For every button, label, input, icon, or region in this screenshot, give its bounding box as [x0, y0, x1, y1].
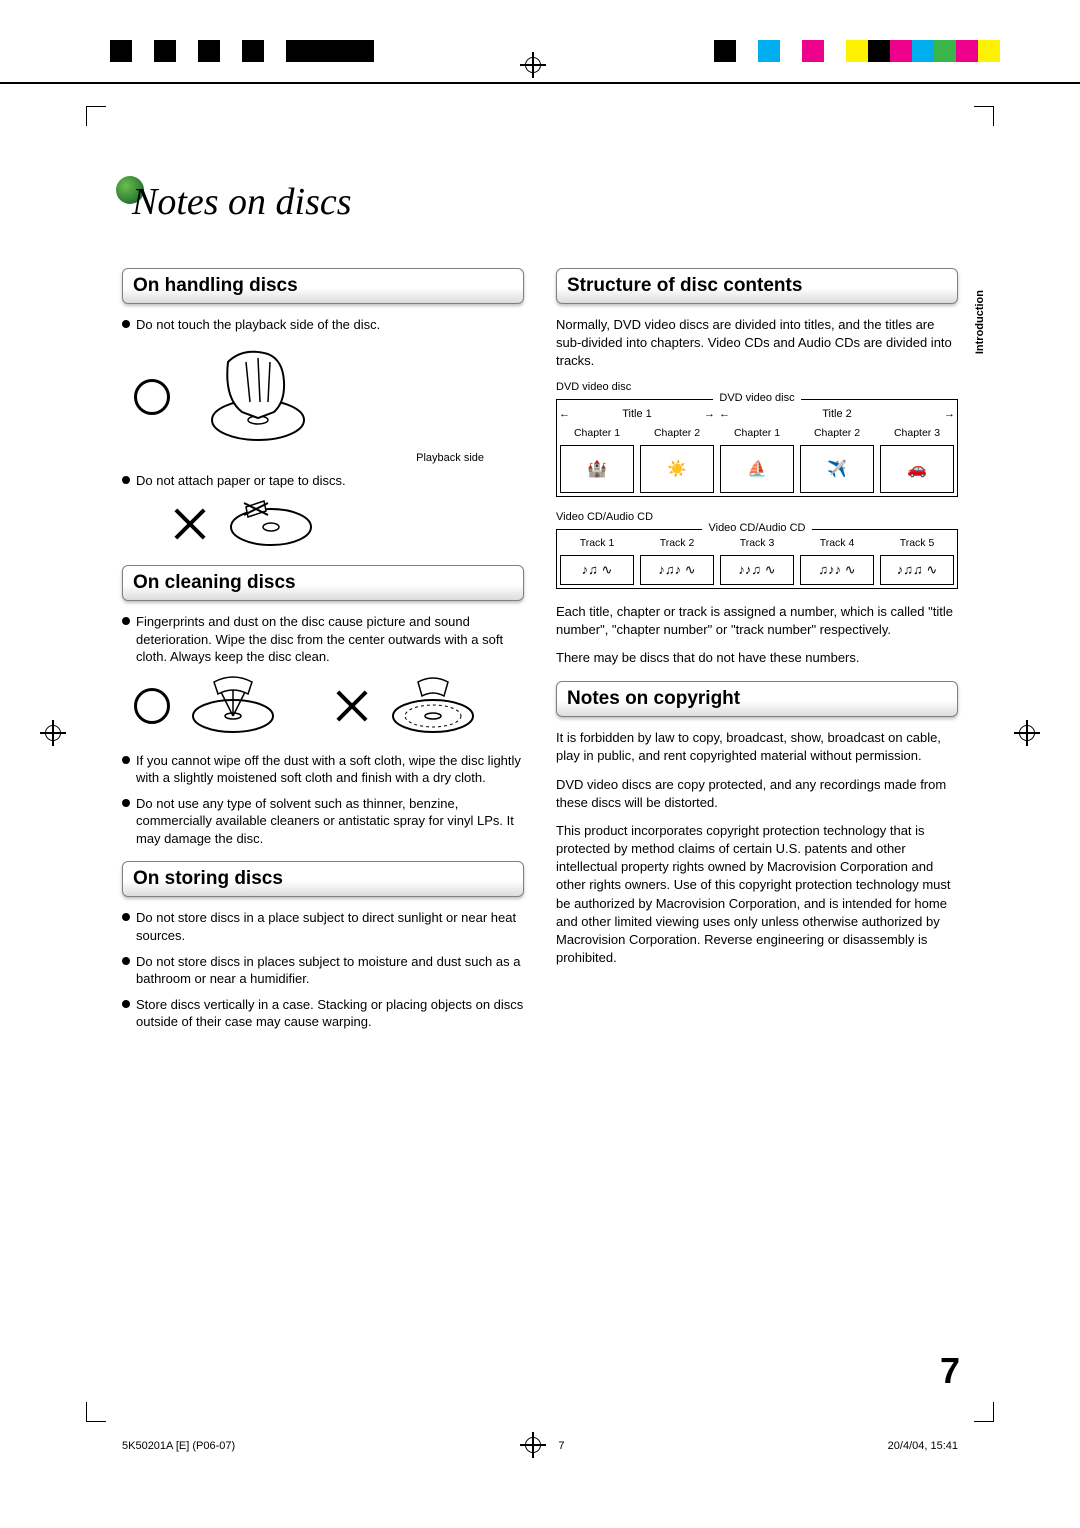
para: There may be discs that do not have thes… [556, 649, 958, 667]
crop-mark [86, 1402, 106, 1422]
para: This product incorporates copyright prot… [556, 822, 958, 968]
wipe-out-illustration [188, 674, 278, 738]
section-structure-title: Structure of disc contents [556, 268, 958, 304]
page-number: 7 [940, 1350, 960, 1392]
x-icon [334, 688, 370, 724]
para: Normally, DVD video discs are divided in… [556, 316, 958, 371]
illus-handling-ok [134, 342, 524, 452]
bullet: Do not touch the playback side of the di… [136, 316, 524, 334]
registration-mark-top [520, 52, 546, 78]
section-handling-title: On handling discs [122, 268, 524, 304]
illus-handling-no [172, 497, 524, 551]
bullet: If you cannot wipe off the dust with a s… [136, 752, 524, 787]
footer-left: 5K50201A [E] (P06-07) [122, 1440, 235, 1452]
bullet: Do not use any type of solvent such as t… [136, 795, 524, 848]
crop-mark [86, 106, 106, 126]
hand-disc-illustration [188, 342, 318, 452]
x-icon [172, 506, 208, 542]
bullet: Store discs vertically in a case. Stacki… [136, 996, 524, 1031]
horizontal-rule [0, 82, 1080, 84]
registration-mark-right [1014, 720, 1040, 746]
bullet: Do not attach paper or tape to discs. [136, 472, 524, 490]
section-cleaning-title: On cleaning discs [122, 565, 524, 601]
dvd-structure-box: DVD video disc Title 1 Title 2 Chapter 1… [556, 399, 958, 497]
caption: Playback side [122, 452, 484, 464]
bullet: Do not store discs in places subject to … [136, 953, 524, 988]
vcd-structure-box: Video CD/Audio CD Track 1 Track 2 Track … [556, 529, 958, 589]
bullet: Do not store discs in a place subject to… [136, 909, 524, 944]
section-copyright-title: Notes on copyright [556, 681, 958, 717]
crop-mark [974, 1402, 994, 1422]
bullet: Fingerprints and dust on the disc cause … [136, 613, 524, 666]
wipe-circular-illustration [388, 674, 478, 738]
registration-mark-left [40, 720, 66, 746]
ok-icon [134, 379, 170, 415]
section-storing-title: On storing discs [122, 861, 524, 897]
ok-icon [134, 688, 170, 724]
footer-mid: 7 [235, 1440, 888, 1452]
page-title: Notes on discs [132, 180, 352, 224]
footer: 5K50201A [E] (P06-07) 7 20/4/04, 15:41 [122, 1440, 958, 1452]
crop-mark [974, 106, 994, 126]
right-column: Structure of disc contents Normally, DVD… [556, 268, 958, 1348]
illus-cleaning [134, 674, 524, 738]
footer-right: 20/4/04, 15:41 [888, 1440, 958, 1452]
para: DVD video discs are copy protected, and … [556, 776, 958, 812]
para: Each title, chapter or track is assigned… [556, 603, 958, 639]
disc-tape-illustration [226, 497, 316, 551]
para: It is forbidden by law to copy, broadcas… [556, 729, 958, 765]
left-column: On handling discs Do not touch the playb… [122, 268, 524, 1348]
side-tab: Introduction [974, 290, 988, 400]
